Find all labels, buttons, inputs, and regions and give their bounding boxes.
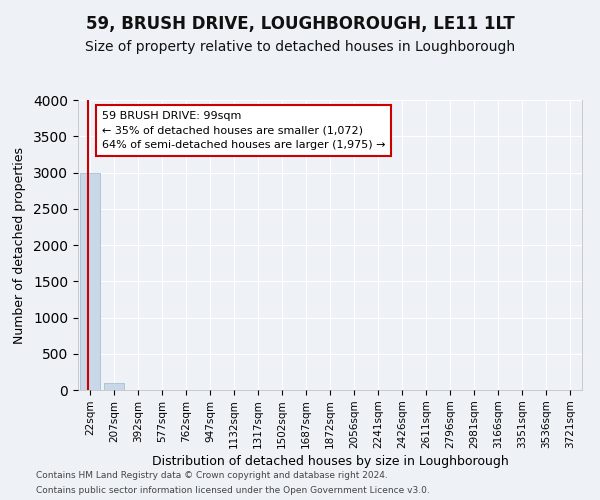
Text: Contains public sector information licensed under the Open Government Licence v3: Contains public sector information licen… xyxy=(36,486,430,495)
Y-axis label: Number of detached properties: Number of detached properties xyxy=(13,146,26,344)
X-axis label: Distribution of detached houses by size in Loughborough: Distribution of detached houses by size … xyxy=(152,456,508,468)
Bar xyxy=(80,172,100,390)
Text: 59, BRUSH DRIVE, LOUGHBOROUGH, LE11 1LT: 59, BRUSH DRIVE, LOUGHBOROUGH, LE11 1LT xyxy=(86,15,514,33)
Text: 59 BRUSH DRIVE: 99sqm
← 35% of detached houses are smaller (1,072)
64% of semi-d: 59 BRUSH DRIVE: 99sqm ← 35% of detached … xyxy=(102,111,386,150)
Text: Contains HM Land Registry data © Crown copyright and database right 2024.: Contains HM Land Registry data © Crown c… xyxy=(36,471,388,480)
Bar xyxy=(104,383,124,390)
Text: Size of property relative to detached houses in Loughborough: Size of property relative to detached ho… xyxy=(85,40,515,54)
